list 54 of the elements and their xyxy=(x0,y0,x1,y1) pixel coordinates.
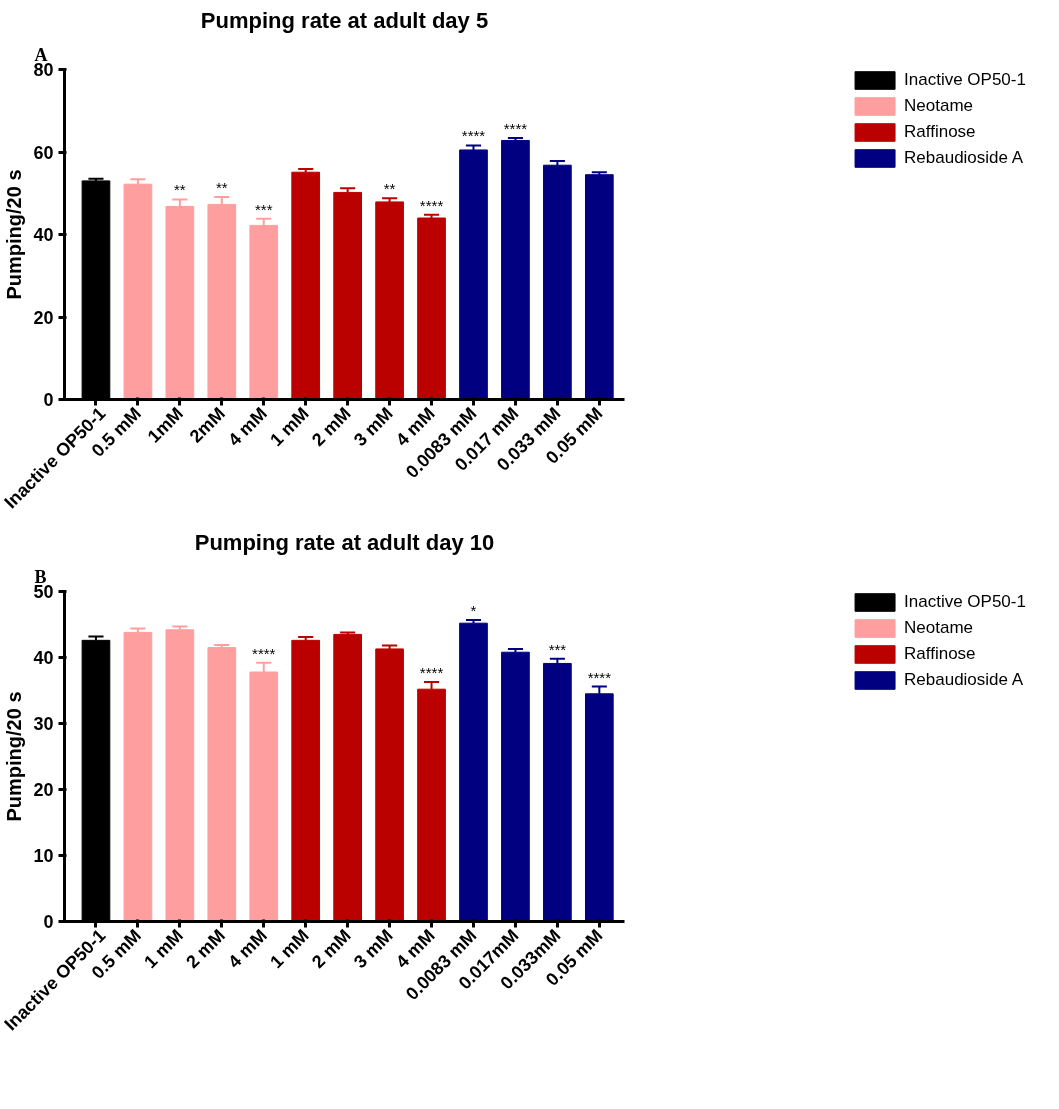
bar xyxy=(333,633,362,922)
data-label: *** xyxy=(254,200,273,218)
bar xyxy=(459,622,488,922)
bar xyxy=(543,164,572,400)
legend-label: Neotame xyxy=(904,96,974,116)
y-tick-label: 20 xyxy=(33,307,54,328)
y-tick-label: 40 xyxy=(33,648,54,668)
legend-label: Raffinose xyxy=(904,122,976,142)
y-tick-label: 40 xyxy=(33,225,54,245)
bar xyxy=(375,201,404,400)
data-label: **** xyxy=(252,644,276,662)
y-tick-label: 60 xyxy=(33,142,54,163)
bar xyxy=(291,639,321,922)
y-tick-label: 80 xyxy=(33,60,54,80)
data-label: ** xyxy=(383,180,396,198)
bar xyxy=(207,647,237,922)
bar xyxy=(375,648,404,922)
y-tick-label: 30 xyxy=(33,714,54,734)
y-axis-title: Pumping/20 s xyxy=(3,169,26,300)
bar xyxy=(291,171,321,400)
chart-title: Pumping rate at adult day 10 xyxy=(194,529,495,555)
legend-label: Rebaudioside A xyxy=(904,670,1024,690)
data-label: **** xyxy=(503,119,528,137)
data-label: **** xyxy=(587,668,612,686)
bar xyxy=(123,631,153,922)
legend-label: Neotame xyxy=(904,618,974,638)
data-label: ** xyxy=(215,178,228,196)
bar xyxy=(543,662,572,922)
bar xyxy=(333,191,362,400)
y-tick-label: 20 xyxy=(33,780,54,800)
data-label: **** xyxy=(461,127,486,145)
data-label: **** xyxy=(419,196,444,214)
bar xyxy=(584,174,614,400)
y-tick-label: 10 xyxy=(33,846,54,866)
legend-label: Raffinose xyxy=(904,644,976,664)
bar xyxy=(459,149,488,400)
bar xyxy=(417,217,446,400)
data-label: * xyxy=(470,601,477,619)
y-axis-title: Pumping/20 s xyxy=(3,691,26,822)
bar xyxy=(123,183,153,400)
chart-title: Pumping rate at adult day 5 xyxy=(200,7,489,33)
bar xyxy=(249,224,279,400)
legend-label: Inactive OP50-1 xyxy=(904,592,1026,612)
legend-label: Inactive OP50-1 xyxy=(904,70,1026,90)
y-tick-label: 0 xyxy=(43,912,54,932)
data-label: ** xyxy=(174,181,186,199)
y-tick-label: 0 xyxy=(43,390,54,410)
bar xyxy=(165,629,195,922)
bar xyxy=(501,651,530,922)
y-tick-label: 50 xyxy=(33,582,54,602)
data-label: *** xyxy=(548,640,567,658)
bar xyxy=(501,139,530,400)
data-label: **** xyxy=(419,663,444,681)
legend-label: Rebaudioside A xyxy=(904,148,1024,168)
